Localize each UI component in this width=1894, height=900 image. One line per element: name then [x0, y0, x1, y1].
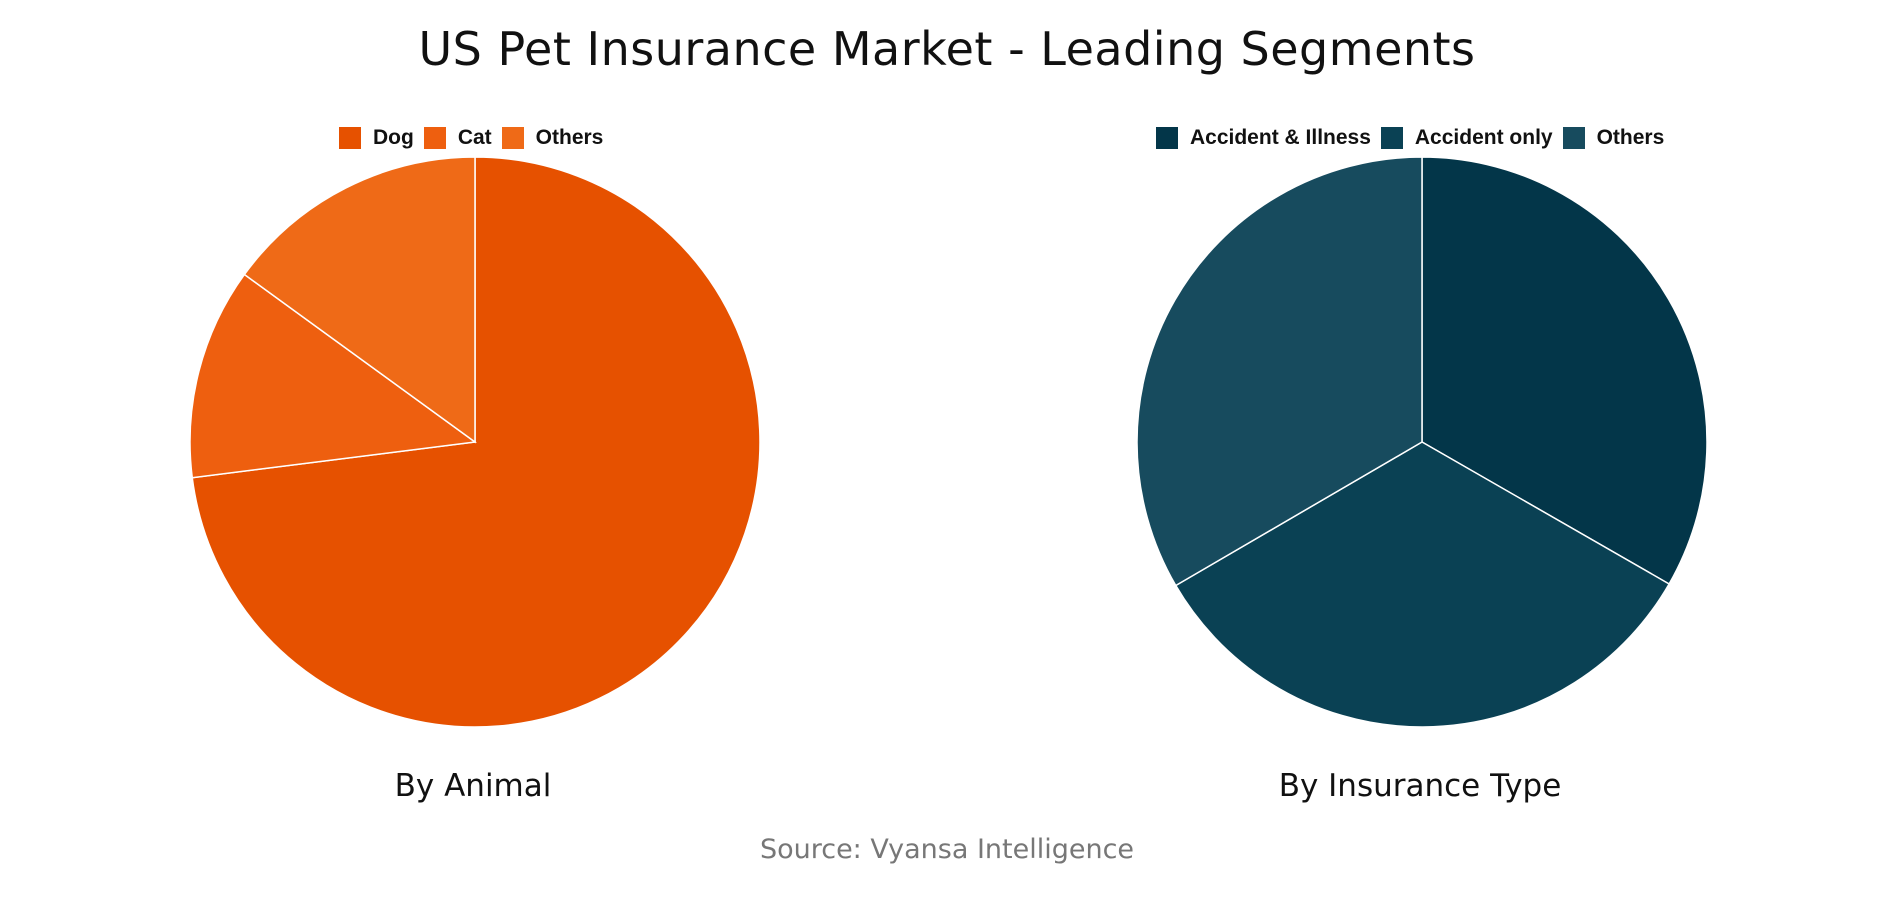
- pie-slice-accident-and-illness: [1421, 156, 1708, 586]
- legend-item-others: Others: [501, 126, 604, 150]
- legend-item-others: Others: [1562, 126, 1665, 150]
- legend-label: Others: [535, 126, 604, 149]
- legend-label: Dog: [373, 126, 414, 149]
- legend-label: Others: [1596, 126, 1665, 149]
- legend-swatch: [423, 127, 446, 149]
- legend-item-cat: Cat: [423, 126, 492, 150]
- pie-slice-others: [243, 156, 476, 444]
- source-note: Source: Vyansa Intelligence: [759, 834, 1135, 865]
- pie-slice-accident-only: [1174, 441, 1671, 728]
- legend-item-dog: Dog: [339, 126, 414, 150]
- chart-caption-by-insurance-type: By Insurance Type: [1278, 768, 1562, 804]
- legend-label: Accident & Illness: [1190, 126, 1371, 149]
- legend-label: Cat: [457, 126, 492, 149]
- pie-chart-by-animal: [189, 156, 761, 728]
- legend-swatch: [1380, 127, 1403, 149]
- pie-chart-by-insurance-type: [1136, 156, 1708, 728]
- legend-swatch: [1562, 127, 1585, 149]
- pie-slice-cat: [189, 273, 477, 479]
- legend-by-animal: Dog Cat Others: [339, 124, 613, 152]
- pie-slice-others: [1136, 156, 1423, 587]
- legend-item-accident-and-illness: Accident & Illness: [1156, 126, 1371, 150]
- page-title: US Pet Insurance Market - Leading Segmen…: [418, 22, 1476, 76]
- legend-item-accident-only: Accident only: [1380, 126, 1553, 150]
- legend-swatch: [339, 127, 361, 149]
- chart-caption-by-animal: By Animal: [394, 768, 552, 804]
- legend-swatch: [1156, 127, 1178, 149]
- legend-by-insurance-type: Accident & Illness Accident only Others: [1156, 124, 1674, 152]
- legend-label: Accident only: [1414, 126, 1553, 149]
- legend-swatch: [501, 127, 524, 149]
